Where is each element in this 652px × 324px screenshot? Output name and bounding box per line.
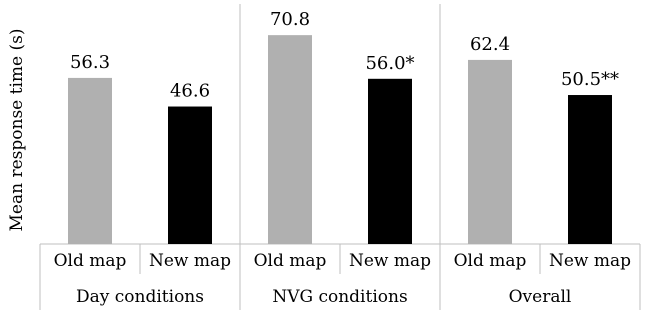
- category-tick-label: Old map: [454, 251, 527, 271]
- data-label: 56.3: [70, 52, 110, 73]
- bar: [368, 78, 412, 244]
- category-tick-label: New map: [549, 251, 631, 271]
- plot-area: 56.3 Old map 46.6 New map Day conditions 70.8…: [39, 4, 641, 310]
- bar: [568, 95, 612, 245]
- y-axis-title: Mean response time (s): [7, 29, 27, 232]
- bar: [468, 59, 512, 244]
- group-label: Day conditions: [76, 287, 204, 307]
- category-tick-label: New map: [349, 251, 431, 271]
- group-label: NVG conditions: [272, 287, 407, 307]
- bar: [68, 77, 112, 244]
- category-tick-label: Old map: [254, 251, 327, 271]
- data-label: 46.6: [170, 81, 210, 102]
- data-label: 50.5**: [561, 69, 619, 90]
- category-tick-label: New map: [149, 251, 231, 271]
- data-label: 70.8: [270, 9, 310, 30]
- bar: [168, 106, 212, 244]
- category-tick-label: Old map: [54, 251, 127, 271]
- data-label: 62.4: [470, 34, 510, 55]
- bar: [268, 35, 312, 244]
- group-label: Overall: [509, 287, 572, 307]
- data-label: 56.0*: [365, 53, 414, 74]
